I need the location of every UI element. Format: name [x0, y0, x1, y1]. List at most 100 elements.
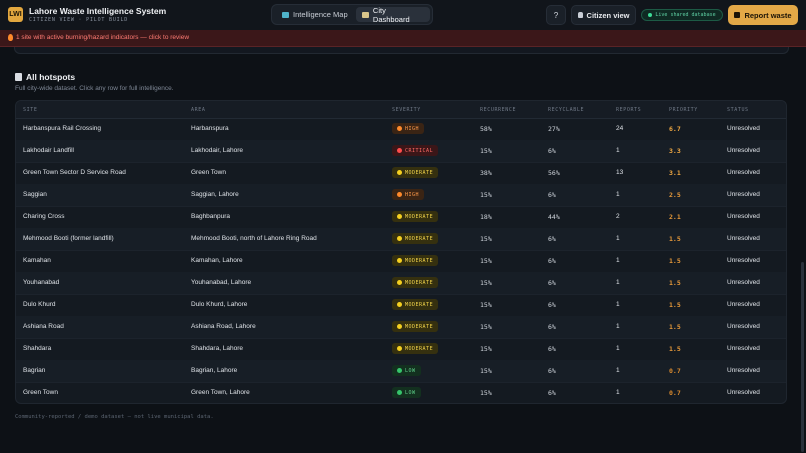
tab-city-dashboard[interactable]: City Dashboard — [356, 6, 430, 24]
trash-icon — [734, 12, 741, 18]
status-label: Unresolved — [727, 323, 760, 330]
recyclable-value: 6% — [548, 389, 556, 397]
reports-count: 1 — [616, 323, 620, 330]
status-label: Unresolved — [727, 213, 760, 220]
citizen-view-button[interactable]: Citizen view — [571, 5, 636, 25]
reports-count: 1 — [616, 235, 620, 242]
site-name: Saggian — [23, 191, 47, 198]
table-row[interactable]: Saggian Saggian, Lahore HIGH 15% 6% 1 2.5 Unres… — [16, 184, 786, 207]
hazard-alert-banner[interactable]: 1 site with active burning/hazard indica… — [0, 30, 806, 47]
fire-icon — [8, 34, 13, 41]
user-icon — [577, 12, 583, 18]
app-title: Lahore Waste Intelligence System — [29, 6, 167, 16]
recyclable-value: 6% — [548, 323, 556, 331]
severity-badge: LOW — [392, 387, 421, 398]
column-header-recurrence[interactable]: RECURRENCE — [480, 107, 517, 113]
recyclable-value: 6% — [548, 279, 556, 287]
severity-label: MODERATE — [405, 279, 434, 286]
collapsed-panel — [0, 47, 806, 55]
page-scrollbar[interactable] — [801, 262, 804, 452]
severity-dot-icon — [397, 192, 402, 197]
severity-label: MODERATE — [405, 301, 434, 308]
table-row[interactable]: Charing Cross Baghbanpura MODERATE 18% 44% 2 2… — [16, 206, 786, 229]
priority-score: 1.5 — [669, 257, 681, 265]
column-header-priority[interactable]: PRIORITY — [669, 107, 698, 113]
severity-badge: MODERATE — [392, 343, 439, 354]
table-row[interactable]: Green Town Green Town, Lahore LOW 15% 6% 1 0.7… — [16, 382, 786, 403]
severity-badge: LOW — [392, 365, 421, 376]
site-name: Harbanspura Rail Crossing — [23, 125, 102, 132]
recyclable-value: 6% — [548, 147, 556, 155]
priority-score: 1.5 — [669, 323, 681, 331]
severity-label: LOW — [405, 367, 416, 374]
status-label: Unresolved — [727, 279, 760, 286]
table-row[interactable]: Green Town Sector D Service Road Green To… — [16, 162, 786, 185]
column-header-recyclable[interactable]: RECYCLABLE — [548, 107, 585, 113]
area-name: Baghbanpura — [191, 213, 231, 220]
status-label: Unresolved — [727, 301, 760, 308]
recyclable-value: 56% — [548, 169, 560, 177]
area-name: Youhanabad, Lahore — [191, 279, 252, 286]
tab-label: Intelligence Map — [293, 10, 348, 19]
severity-badge: MODERATE — [392, 321, 439, 332]
table-row[interactable]: Bagrian Bagrian, Lahore LOW 15% 6% 1 0.7 Unreso… — [16, 360, 786, 383]
recurrence-value: 15% — [480, 235, 492, 243]
severity-label: HIGH — [405, 125, 420, 132]
table-row[interactable]: Harbanspura Rail Crossing Harbanspura HIGH… — [16, 118, 786, 141]
severity-label: MODERATE — [405, 169, 434, 176]
severity-label: CRITICAL — [405, 147, 434, 154]
reports-count: 1 — [616, 367, 620, 374]
area-name: Lakhodair, Lahore — [191, 147, 244, 154]
status-label: Unresolved — [727, 147, 760, 154]
recurrence-value: 15% — [480, 323, 492, 331]
table-row[interactable]: Mehmood Booti (former landfill) Mehmood B… — [16, 228, 786, 251]
severity-dot-icon — [397, 258, 402, 263]
section-title-text: All hotspots — [26, 72, 76, 82]
priority-score: 3.3 — [669, 147, 681, 155]
table-row[interactable]: Lakhodair Landfill Lakhodair, Lahore CRITI… — [16, 140, 786, 163]
column-header-status[interactable]: STATUS — [727, 107, 749, 113]
dataset-disclaimer: Community-reported / demo dataset — not … — [15, 414, 214, 420]
severity-badge: MODERATE — [392, 277, 439, 288]
table-row[interactable]: Youhanabad Youhanabad, Lahore MODERATE 15% 6… — [16, 272, 786, 295]
column-header-area[interactable]: AREA — [191, 107, 206, 113]
hotspots-table: SITE AREA SEVERITY RECURRENCE RECYCLABLE… — [15, 100, 787, 404]
site-name: Lakhodair Landfill — [23, 147, 74, 154]
section-subtitle: Full city-wide dataset. Click any row fo… — [15, 85, 174, 92]
table-row[interactable]: Ashiana Road Ashiana Road, Lahore MODERATE… — [16, 316, 786, 339]
recurrence-value: 15% — [480, 257, 492, 265]
reports-count: 1 — [616, 279, 620, 286]
table-row[interactable]: Dulo Khurd Dulo Khurd, Lahore MODERATE 15% 6… — [16, 294, 786, 317]
tab-intelligence-map[interactable]: Intelligence Map — [276, 7, 354, 22]
severity-dot-icon — [397, 302, 402, 307]
column-header-reports[interactable]: REPORTS — [616, 107, 642, 113]
reports-count: 24 — [616, 125, 624, 132]
live-database-badge: Live shared database — [641, 9, 723, 21]
severity-label: MODERATE — [405, 213, 434, 220]
recyclable-value: 6% — [548, 367, 556, 375]
area-name: Ashiana Road, Lahore — [191, 323, 256, 330]
recurrence-value: 15% — [480, 345, 492, 353]
severity-label: MODERATE — [405, 323, 434, 330]
recyclable-value: 6% — [548, 301, 556, 309]
help-button[interactable]: ? — [546, 5, 566, 25]
column-header-severity[interactable]: SEVERITY — [392, 107, 421, 113]
priority-score: 3.1 — [669, 169, 681, 177]
severity-badge: HIGH — [392, 189, 425, 200]
report-waste-button[interactable]: Report waste — [728, 5, 798, 25]
priority-score: 2.1 — [669, 213, 681, 221]
status-dot-icon — [648, 13, 653, 17]
area-name: Harbanspura — [191, 125, 229, 132]
reports-count: 1 — [616, 257, 620, 264]
reports-count: 1 — [616, 345, 620, 352]
top-bar: LWI Lahore Waste Intelligence System CIT… — [0, 0, 806, 31]
table-row[interactable]: Shahdara Shahdara, Lahore MODERATE 15% 6% 1 1.… — [16, 338, 786, 361]
view-switcher: Intelligence Map City Dashboard — [271, 4, 433, 25]
recurrence-value: 58% — [480, 125, 492, 133]
severity-label: HIGH — [405, 191, 420, 198]
site-name: Dulo Khurd — [23, 301, 56, 308]
site-name: Youhanabad — [23, 279, 60, 286]
recyclable-value: 6% — [548, 257, 556, 265]
column-header-site[interactable]: SITE — [23, 107, 38, 113]
table-row[interactable]: Kamahan Kamahan, Lahore MODERATE 15% 6% 1 1.5 U… — [16, 250, 786, 273]
